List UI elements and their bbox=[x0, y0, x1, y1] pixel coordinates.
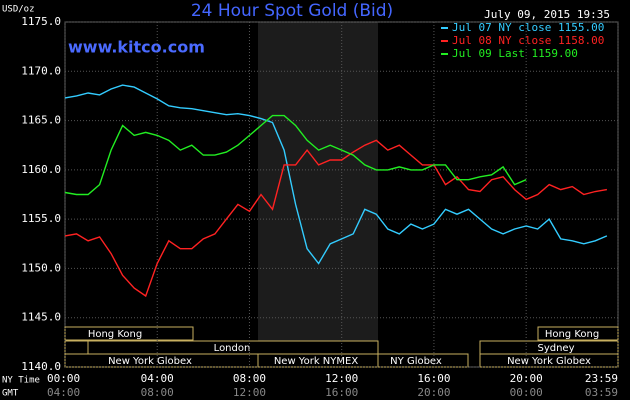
x-tick-label: 12:00 bbox=[325, 372, 358, 385]
y-tick-label: 1140.0 bbox=[21, 360, 61, 373]
legend-label: Jul 09 Last 1159.00 bbox=[452, 47, 578, 60]
x-tick-label: 08:00 bbox=[233, 372, 266, 385]
x-axis-label: NY Time bbox=[2, 376, 40, 386]
x2-axis-label: GMT bbox=[2, 389, 19, 399]
y-axis-label: USD/oz bbox=[2, 5, 35, 15]
y-tick-label: 1170.0 bbox=[21, 64, 61, 77]
x-tick-label: 23:59 bbox=[585, 372, 618, 385]
price-line bbox=[64, 139, 608, 298]
x-tick-label: 16:00 bbox=[417, 372, 450, 385]
x2-tick-label: 03:59 bbox=[585, 386, 618, 399]
x2-tick-label: 12:00 bbox=[233, 386, 266, 399]
x-tick-label: 00:00 bbox=[47, 372, 80, 385]
y-tick-label: 1150.0 bbox=[21, 261, 61, 274]
session-label: New York Globex bbox=[108, 356, 192, 367]
session-label: London bbox=[214, 343, 251, 354]
subtitle: www.kitco.com bbox=[68, 38, 205, 57]
x2-tick-label: 16:00 bbox=[325, 386, 358, 399]
session-label: Hong Kong bbox=[545, 329, 599, 340]
price-line bbox=[64, 84, 608, 265]
nymex-band bbox=[258, 22, 378, 367]
y-tick-label: 1175.0 bbox=[21, 15, 61, 28]
x-tick-label: 04:00 bbox=[141, 372, 174, 385]
x2-tick-label: 04:00 bbox=[47, 386, 80, 399]
session-label: Sydney bbox=[537, 343, 574, 354]
legend-label: Jul 08 NY close 1158.00 bbox=[452, 34, 604, 47]
y-tick-label: 1160.0 bbox=[21, 163, 61, 176]
y-tick-label: 1155.0 bbox=[21, 212, 61, 225]
session-box bbox=[64, 340, 89, 355]
x2-tick-label: 08:00 bbox=[141, 386, 174, 399]
x-tick-label: 20:00 bbox=[510, 372, 543, 385]
chart-title: 24 Hour Spot Gold (Bid) bbox=[191, 1, 393, 21]
x2-tick-label: 20:00 bbox=[417, 386, 450, 399]
session-label: New York NYMEX bbox=[274, 356, 359, 367]
legend-label: Jul 07 NY close 1155.00 bbox=[452, 21, 604, 34]
y-tick-label: 1165.0 bbox=[21, 114, 61, 127]
market-sessions: Hong Kong Hong Kong London Sydney New Yo… bbox=[64, 326, 619, 368]
session-box bbox=[64, 326, 194, 341]
session-box bbox=[537, 326, 619, 341]
x2-tick-label: 00:00 bbox=[510, 386, 543, 399]
price-line bbox=[64, 114, 527, 196]
session-label: NY Globex bbox=[390, 356, 442, 367]
y-tick-label: 1145.0 bbox=[21, 311, 61, 324]
session-label: New York Globex bbox=[507, 356, 591, 367]
session-label: Hong Kong bbox=[88, 329, 142, 340]
timestamp: July 09, 2015 19:35 bbox=[484, 8, 610, 21]
